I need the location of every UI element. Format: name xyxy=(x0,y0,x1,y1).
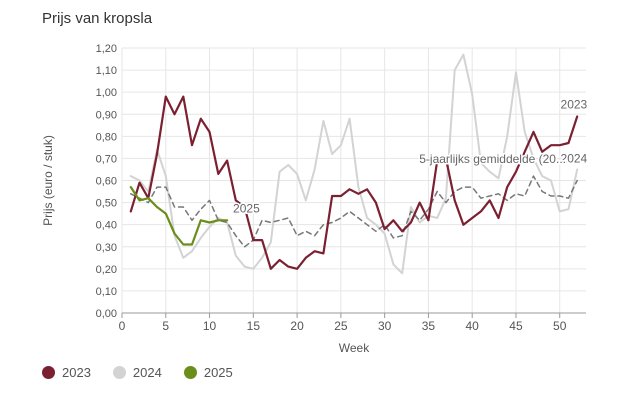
legend-item-2023[interactable]: 2023 xyxy=(42,365,91,380)
series-line-2025 xyxy=(129,186,229,246)
x-tick-label: 45 xyxy=(509,319,523,333)
y-tick-label: 0,90 xyxy=(96,109,117,121)
y-tick-label: 0,20 xyxy=(96,264,117,276)
legend-label-2025: 2025 xyxy=(203,365,233,380)
x-tick-label: 30 xyxy=(378,319,392,333)
y-tick-label: 1,00 xyxy=(96,87,117,99)
legend-item-2024[interactable]: 2024 xyxy=(112,365,162,380)
series-line-2023 xyxy=(129,95,579,270)
y-tick-label: 0,70 xyxy=(96,153,117,165)
series-end-label: 2025 xyxy=(233,201,260,215)
legend-swatch-2023 xyxy=(42,366,55,379)
legend-item-2025[interactable]: 2025 xyxy=(183,365,233,380)
y-tick-label: 0,30 xyxy=(96,242,117,254)
y-tick-label: 0,60 xyxy=(96,176,117,188)
line-chart: 0,00 0,10 0,20 0,30 0,40 0,50 0,60 0,70 0,80 0,90… xyxy=(41,43,589,355)
y-tick-label: 0,10 xyxy=(96,286,117,298)
y-axis-label: Prijs (euro / stuk) xyxy=(41,135,55,226)
x-tick-label: 10 xyxy=(203,319,217,333)
series-end-label: 2023 xyxy=(561,97,588,111)
x-tick-label: 50 xyxy=(553,319,567,333)
legend-swatch-2024 xyxy=(112,366,126,379)
series-line-2024 xyxy=(129,53,579,275)
y-tick-label: 0,50 xyxy=(96,198,117,210)
x-tick-label: 15 xyxy=(247,319,261,333)
x-tick-label: 40 xyxy=(466,319,480,333)
x-tick-label: 5 xyxy=(162,319,169,333)
legend-swatch-2025 xyxy=(183,366,197,379)
legend: 2023 2024 2025 xyxy=(42,365,233,380)
y-tick-label: 1,20 xyxy=(96,43,117,55)
chart-title: Prijs van kropsla xyxy=(42,10,153,27)
y-tick-label: 0,40 xyxy=(96,220,117,232)
legend-label-2023: 2023 xyxy=(62,365,91,380)
series-end-label: 5-jaarlijks gemiddelde (20... xyxy=(419,152,566,166)
y-tick-label: 0,80 xyxy=(96,131,117,143)
series-line-5-jaarlijks-gemiddelde-2019-2023- xyxy=(130,175,578,248)
series-end-label: 2024 xyxy=(561,151,588,165)
x-tick-label: 25 xyxy=(334,319,348,333)
legend-label-2024: 2024 xyxy=(132,365,162,380)
x-tick-label: 35 xyxy=(422,319,436,333)
y-tick-label: 0,00 xyxy=(96,308,117,320)
x-tick-label: 0 xyxy=(119,319,126,333)
x-tick-label: 20 xyxy=(290,319,304,333)
x-axis-label: Week xyxy=(339,341,370,355)
y-tick-label: 1,10 xyxy=(96,65,117,77)
